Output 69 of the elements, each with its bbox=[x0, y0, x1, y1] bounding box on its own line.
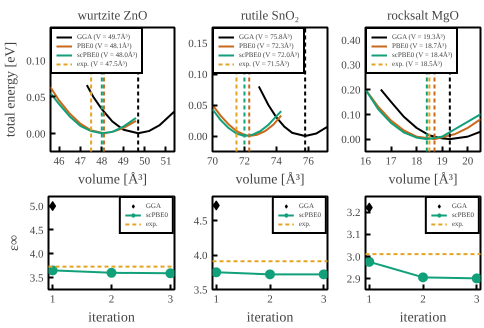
y-tick-label: 3.2 bbox=[346, 207, 360, 219]
x-tick-label: 51 bbox=[160, 156, 172, 168]
x-tick-label: 46 bbox=[54, 156, 66, 168]
x-tick-label: 3 bbox=[168, 294, 174, 306]
x-tick-label: 1 bbox=[214, 294, 220, 306]
x-tick-label: 20 bbox=[462, 156, 474, 168]
chart-title: wurtzite ZnO bbox=[78, 8, 148, 22]
x-tick-label: 70 bbox=[207, 156, 218, 168]
x-axis-title: volume [Å³] bbox=[78, 172, 148, 188]
y-tick-label: 0.05 bbox=[188, 100, 208, 112]
chart-title: rocksalt MgO bbox=[387, 8, 459, 22]
y-tick-label: 0.10 bbox=[188, 69, 208, 81]
chart-title: rutile SnO₂ bbox=[240, 8, 300, 22]
y-tick-label: 4.5 bbox=[30, 224, 44, 237]
y-tick-label: 0.10 bbox=[26, 55, 46, 68]
x-tick-label: 50 bbox=[139, 156, 151, 168]
point bbox=[418, 272, 428, 282]
y-axis-title: total energy [eV] bbox=[3, 42, 18, 138]
x-tick-label: 47 bbox=[74, 156, 86, 168]
x-tick-label: 18 bbox=[411, 156, 423, 168]
x-tick-label: 16 bbox=[360, 156, 372, 168]
y-tick-label: 0.00 bbox=[26, 128, 46, 140]
y-tick-label: 3.1 bbox=[346, 229, 360, 242]
y-tick-label: 0.05 bbox=[26, 92, 46, 104]
x-axis-title: iteration bbox=[88, 310, 135, 326]
x-axis-title: volume [Å³] bbox=[388, 172, 458, 188]
y-tick-label: 2.9 bbox=[346, 273, 361, 286]
x-tick-label: 48 bbox=[96, 156, 108, 168]
y-tick-label: 3.5 bbox=[194, 284, 208, 296]
y-axis-title: ε∞ bbox=[6, 235, 22, 251]
point bbox=[265, 269, 275, 280]
y-tick-label: 0.00 bbox=[341, 134, 361, 146]
y-tick-label: 3.5 bbox=[30, 272, 44, 285]
x-tick-label: 2 bbox=[420, 294, 426, 306]
x-tick-label: 3 bbox=[474, 294, 480, 306]
point bbox=[212, 267, 222, 278]
y-tick-label: 0.15 bbox=[188, 38, 208, 50]
x-tick-label: 1 bbox=[50, 294, 56, 306]
point bbox=[366, 256, 374, 267]
x-tick-label: 19 bbox=[436, 156, 448, 168]
x-tick-label: 74 bbox=[270, 156, 282, 168]
point bbox=[106, 268, 116, 278]
point bbox=[48, 265, 58, 276]
x-tick-label: 49 bbox=[118, 156, 130, 168]
x-axis-title: volume [Å³] bbox=[235, 172, 305, 188]
point bbox=[318, 269, 328, 280]
y-tick-label: 4.0 bbox=[30, 248, 44, 261]
x-tick-label: 76 bbox=[302, 156, 314, 168]
y-tick-label: 0.30 bbox=[341, 60, 361, 72]
y-tick-label: 5.0 bbox=[30, 201, 44, 214]
y-tick-label: 0.10 bbox=[341, 109, 361, 122]
x-axis-title: iteration bbox=[400, 310, 446, 326]
y-tick-label: 0.40 bbox=[341, 34, 361, 47]
x-tick-label: 2 bbox=[108, 294, 114, 306]
x-tick-label: 3 bbox=[320, 294, 327, 306]
x-tick-label: 1 bbox=[366, 294, 372, 306]
y-tick-label: 0.20 bbox=[341, 84, 361, 96]
point bbox=[165, 268, 174, 278]
y-tick-label: 0.00 bbox=[188, 131, 208, 143]
point bbox=[366, 202, 373, 213]
y-tick-label: 3.0 bbox=[346, 251, 361, 264]
point bbox=[472, 273, 480, 284]
y-tick-label: 4.5 bbox=[194, 216, 208, 228]
x-tick-label: 72 bbox=[238, 156, 250, 168]
y-tick-label: 4.0 bbox=[194, 250, 208, 262]
x-tick-label: 17 bbox=[386, 156, 398, 168]
x-axis-title: iteration bbox=[246, 310, 294, 326]
x-tick-label: 2 bbox=[267, 294, 273, 306]
point bbox=[212, 200, 220, 210]
